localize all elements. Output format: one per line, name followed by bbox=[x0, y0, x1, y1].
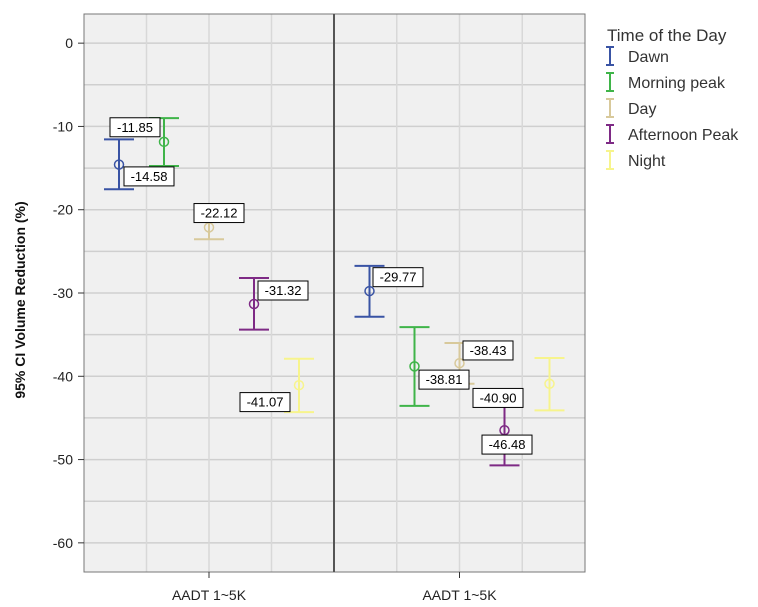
y-tick-label: -40 bbox=[53, 368, 73, 384]
y-tick-label: -20 bbox=[53, 202, 73, 218]
legend-label: Morning peak bbox=[628, 75, 726, 92]
data-label-text: -46.48 bbox=[489, 437, 526, 452]
mean-marker bbox=[248, 298, 260, 310]
mean-marker bbox=[293, 379, 305, 391]
legend-label: Night bbox=[628, 153, 666, 170]
data-label-box bbox=[418, 369, 470, 390]
data-label-text: -29.77 bbox=[380, 270, 417, 285]
data-label-box bbox=[193, 203, 245, 224]
y-tick-label: -10 bbox=[53, 118, 73, 134]
data-label-text: -11.85 bbox=[117, 120, 153, 135]
x-tick-label: AADT 1~5K bbox=[172, 587, 247, 603]
axes: 0 -10 -20 -30 -40 -50 -60 AADT 1~5K AADT 1~5K bbox=[53, 13, 586, 603]
data-label-box bbox=[481, 434, 533, 455]
data-label-text: -40.90 bbox=[480, 390, 517, 405]
data-label: -38.43 bbox=[462, 340, 514, 361]
mean-marker bbox=[544, 378, 555, 390]
data-label: -40.90 bbox=[472, 387, 524, 408]
y-tick-label: -60 bbox=[53, 535, 73, 551]
data-label-box bbox=[239, 392, 291, 413]
y-tick-label: -50 bbox=[53, 452, 73, 468]
data-label-text: -14.58 bbox=[131, 169, 168, 184]
error-bar bbox=[399, 326, 430, 407]
legend-label: Day bbox=[628, 101, 656, 118]
legend-label: Dawn bbox=[628, 49, 669, 66]
data-label: -11.85 bbox=[109, 117, 161, 138]
data-label-box bbox=[123, 166, 175, 187]
legend-item: Night bbox=[606, 150, 666, 170]
mean-marker bbox=[454, 357, 465, 369]
legend-item: Morning peak bbox=[606, 72, 726, 92]
data-label-text: -38.43 bbox=[470, 343, 507, 358]
legend-item: Afternoon Peak bbox=[606, 124, 739, 144]
data-labels: -11.85 -14.58 -22.12 -31.32 -41.07 -29.77 -38.… bbox=[109, 117, 533, 455]
error-bar bbox=[104, 138, 134, 191]
data-label: -31.32 bbox=[257, 280, 309, 301]
x-tick-label: AADT 1~5K bbox=[422, 587, 497, 603]
legend-item: Day bbox=[606, 98, 656, 118]
data-label: -29.77 bbox=[372, 267, 424, 288]
data-label-box bbox=[472, 387, 524, 408]
data-label-box bbox=[372, 267, 424, 288]
legend: Time of the Day Dawn Morning peak Day After… bbox=[606, 26, 739, 170]
y-tick-label: 0 bbox=[65, 35, 73, 51]
mean-marker bbox=[409, 361, 420, 372]
error-bar bbox=[534, 356, 565, 412]
data-label-text: -31.32 bbox=[265, 283, 302, 298]
data-label-text: -22.12 bbox=[201, 206, 238, 221]
data-label: -46.48 bbox=[481, 434, 533, 455]
legend-label: Afternoon Peak bbox=[628, 127, 739, 144]
y-axis-label: 95% CI Volume Reduction (%) bbox=[12, 201, 28, 398]
data-label-box bbox=[109, 117, 161, 138]
data-label-box bbox=[257, 280, 309, 301]
mean-marker bbox=[364, 285, 375, 297]
data-label-text: -38.81 bbox=[426, 372, 463, 387]
data-label: -38.81 bbox=[418, 369, 470, 390]
data-label-box bbox=[462, 340, 514, 361]
legend-title: Time of the Day bbox=[607, 26, 727, 45]
data-label: -22.12 bbox=[193, 203, 245, 224]
legend-item: Dawn bbox=[606, 46, 669, 66]
mean-marker bbox=[158, 136, 170, 148]
data-label: -14.58 bbox=[123, 166, 175, 187]
error-bar bbox=[354, 264, 385, 318]
y-tick-label: -30 bbox=[53, 285, 73, 301]
data-label: -41.07 bbox=[239, 392, 291, 413]
data-label-text: -41.07 bbox=[247, 395, 284, 410]
mean-marker bbox=[113, 159, 125, 170]
error-bar bbox=[239, 277, 269, 331]
